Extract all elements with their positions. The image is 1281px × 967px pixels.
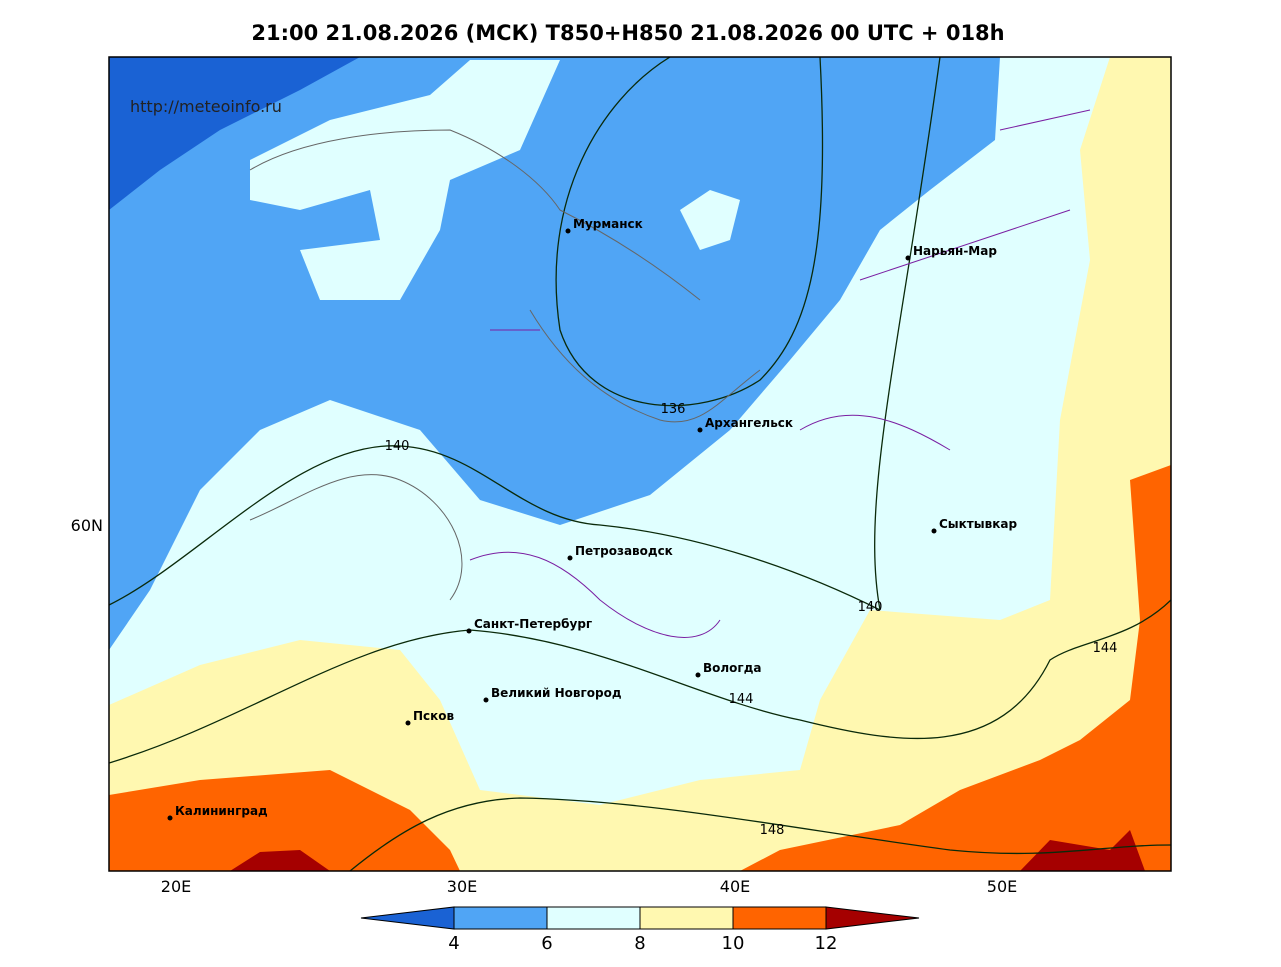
city-dot xyxy=(931,528,937,534)
contour-label: 144 xyxy=(729,692,754,707)
title: 21:00 21.08.2026 (МСК) T850+H850 21.08.2… xyxy=(251,21,1004,45)
coastlines xyxy=(249,129,761,601)
city-label: Архангельск xyxy=(705,416,793,430)
map-field xyxy=(109,57,1171,871)
city-label: Мурманск xyxy=(573,217,643,231)
colorbar-extend xyxy=(825,906,920,930)
colorbar-segment xyxy=(453,906,548,930)
city-dot xyxy=(466,628,472,634)
x-axis-label: 50E xyxy=(987,877,1017,896)
colorbar-segment xyxy=(732,906,827,930)
colorbar-segment xyxy=(546,906,641,930)
x-axis-label: 30E xyxy=(447,877,477,896)
zone-8-10-patch xyxy=(680,190,740,250)
borders xyxy=(469,109,1091,638)
colorbar-tick-label: 12 xyxy=(815,933,838,954)
zone-10-12 xyxy=(109,57,1171,871)
colorbar-segment xyxy=(639,906,734,930)
city-dot xyxy=(167,815,173,821)
city-label: Псков xyxy=(413,709,455,723)
contour-label: 140 xyxy=(385,439,410,454)
frame xyxy=(108,56,1172,872)
city-label: Вологда xyxy=(703,661,761,675)
zone-12-14 xyxy=(109,770,460,871)
contour-label: 148 xyxy=(760,823,785,838)
zone-4-6 xyxy=(109,57,360,210)
city-dot xyxy=(565,228,571,234)
watermark: http://meteoinfo.ru xyxy=(130,97,282,116)
city-label: Санкт-Петербург xyxy=(474,617,592,631)
colorbar-tick-label: 6 xyxy=(541,933,552,954)
y-axis-label: 60N xyxy=(71,516,103,535)
city-dot xyxy=(905,255,911,261)
x-axis-label: 20E xyxy=(161,877,191,896)
city-label: Великий Новгород xyxy=(491,686,622,700)
colorbar-tick-label: 10 xyxy=(722,933,745,954)
zone-8-10-patch xyxy=(250,60,560,300)
city-label: Калининград xyxy=(175,804,268,818)
city-label: Сыктывкар xyxy=(939,517,1017,531)
city-dot xyxy=(695,672,701,678)
zone-12-14 xyxy=(740,465,1171,871)
colorbar-tick-label: 4 xyxy=(448,933,459,954)
city-dot xyxy=(483,697,489,703)
x-axis-label: 40E xyxy=(720,877,750,896)
colorbar-extend xyxy=(360,906,455,930)
contours xyxy=(109,57,1171,871)
city-dot xyxy=(405,720,411,726)
city-dot xyxy=(567,555,573,561)
city-label: Нарьян-Мар xyxy=(913,244,997,258)
zone-6-8 xyxy=(109,57,1000,650)
zone-14 xyxy=(230,830,1145,871)
contour-label: 144 xyxy=(1093,641,1118,656)
city-dot xyxy=(697,427,703,433)
contour-label: 136 xyxy=(661,402,686,417)
colorbar-tick-label: 8 xyxy=(634,933,645,954)
contour-label: 140 xyxy=(858,600,883,615)
city-label: Петрозаводск xyxy=(575,544,673,558)
